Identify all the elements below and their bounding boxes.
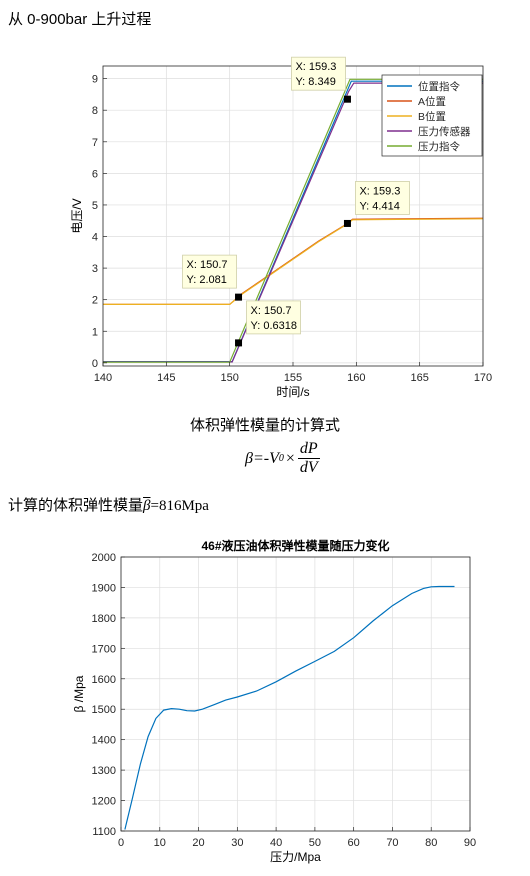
formula-subscript: 0 (278, 453, 284, 464)
x-tick-label: 165 (410, 372, 428, 384)
result-symbol: β (143, 498, 151, 514)
datatip-box (355, 181, 410, 215)
x-tick-label: 155 (284, 372, 302, 384)
x-tick-label: 0 (118, 837, 124, 849)
y-tick-label: 7 (92, 137, 98, 149)
legend-label: A位置 (418, 95, 446, 108)
formula-fraction: dP dV (297, 440, 320, 477)
formula-denominator: dV (299, 459, 318, 476)
datatip-y-text: Y: 4.414 (359, 200, 399, 212)
datatip-marker (235, 293, 243, 301)
datatip-box (291, 56, 346, 91)
x-tick-label: 80 (425, 837, 437, 849)
x-tick-label: 10 (154, 837, 166, 849)
y-tick-label: 5 (92, 200, 98, 212)
x-tick-label: 60 (348, 837, 360, 849)
legend-label: 位置指令 (418, 80, 460, 93)
chart1-tick-labels: 140 145 150 155 160 165 170 0 1 2 3 4 5 6 7 8 9 (92, 74, 492, 384)
x-tick-label: 145 (157, 372, 175, 384)
chart2-plot-frame (120, 556, 471, 832)
datatip-x-text: X: 150.7 (187, 259, 228, 271)
voltage-chart: 140 145 150 155 160 165 170 0 1 2 3 4 5 6 7 8 9 时间/s 电压/… (70, 56, 492, 399)
result-line: 计算的体积弹性模量β=816Mpa (8, 494, 209, 515)
datatip-marker (235, 339, 243, 347)
y-tick-label: 0 (92, 358, 98, 370)
y-tick-label: 2000 (92, 552, 116, 564)
x-tick-label: 30 (231, 837, 243, 849)
chart1-datatips: X: 159.3 Y: 8.349 X: 159.3 Y: 4.414 X: 150.7… (182, 56, 410, 347)
chart2-title: 46#液压油体积弹性模量随压力变化 (201, 538, 389, 553)
datatip-x-text: X: 150.7 (251, 305, 292, 317)
x-tick-label: 150 (220, 372, 238, 384)
chart2-y-axis-label: β /Mpa (72, 675, 86, 712)
datatip-marker (343, 219, 351, 227)
series-line-0 (124, 585, 455, 830)
chart1-y-axis-label: 电压/V (70, 198, 84, 233)
y-tick-label: 1200 (92, 796, 116, 808)
formula-title: 体积弹性模量的计算式 (189, 418, 340, 434)
formula-times: × (285, 449, 295, 467)
datatip-y-text: Y: 0.6318 (251, 320, 297, 332)
x-tick-label: 40 (270, 837, 282, 849)
x-tick-label: 170 (474, 372, 492, 384)
y-tick-label: 1300 (92, 765, 116, 777)
y-tick-label: 4 (92, 232, 98, 244)
x-tick-label: 50 (309, 837, 321, 849)
y-tick-label: 1700 (92, 643, 116, 655)
x-tick-label: 70 (386, 837, 398, 849)
y-tick-label: 1100 (92, 826, 116, 838)
section-heading: 从 0-900bar 上升过程 (8, 11, 152, 28)
datatip-box (182, 254, 237, 289)
y-tick-label: 2 (92, 295, 98, 307)
y-tick-label: 9 (92, 74, 98, 86)
datatip-x-text: X: 159.3 (359, 185, 400, 197)
y-tick-label: 6 (92, 168, 98, 180)
x-tick-label: 20 (192, 837, 204, 849)
formula-numerator: dP (297, 440, 320, 459)
y-tick-label: 1400 (92, 735, 116, 747)
datatip-box (246, 300, 301, 335)
x-tick-label: 140 (94, 372, 112, 384)
chart2-series (124, 585, 455, 830)
chart2-tick-labels: 0 10 20 30 40 50 60 70 80 90 1100 1200 1300 1400 1500 1… (92, 552, 477, 849)
datatip-y-text: Y: 8.349 (295, 76, 335, 88)
chart2-grid (120, 556, 471, 832)
formula-lhs: β=-V (245, 449, 279, 467)
bulk-modulus-formula: β=-V 0 × dP dV (245, 440, 320, 477)
x-tick-label: 160 (347, 372, 365, 384)
y-tick-label: 3 (92, 263, 98, 275)
datatip-x-text: X: 159.3 (295, 61, 336, 73)
legend-label: 压力传感器 (418, 125, 471, 138)
legend-label: 压力指令 (418, 140, 460, 153)
chart1-x-axis-label: 时间/s (276, 385, 309, 399)
datatip-marker (343, 95, 351, 103)
bulk-modulus-chart: 46#液压油体积弹性模量随压力变化 0 10 20 30 40 50 60 70 80 90 110… (72, 538, 477, 864)
y-tick-label: 8 (92, 105, 98, 117)
x-tick-label: 90 (464, 837, 476, 849)
datatip-y-text: Y: 2.081 (187, 274, 227, 286)
y-tick-label: 1800 (92, 613, 116, 625)
y-tick-label: 1500 (92, 704, 116, 716)
plot-background (121, 557, 470, 831)
legend-label: B位置 (418, 110, 446, 123)
y-tick-label: 1 (92, 326, 98, 338)
result-prefix: 计算的体积弹性模量 (8, 497, 144, 514)
chart2-x-axis-label: 压力/Mpa (270, 850, 321, 864)
y-tick-label: 1900 (92, 582, 116, 594)
result-value: =816Mpa (150, 498, 209, 514)
y-tick-label: 1600 (92, 674, 116, 686)
